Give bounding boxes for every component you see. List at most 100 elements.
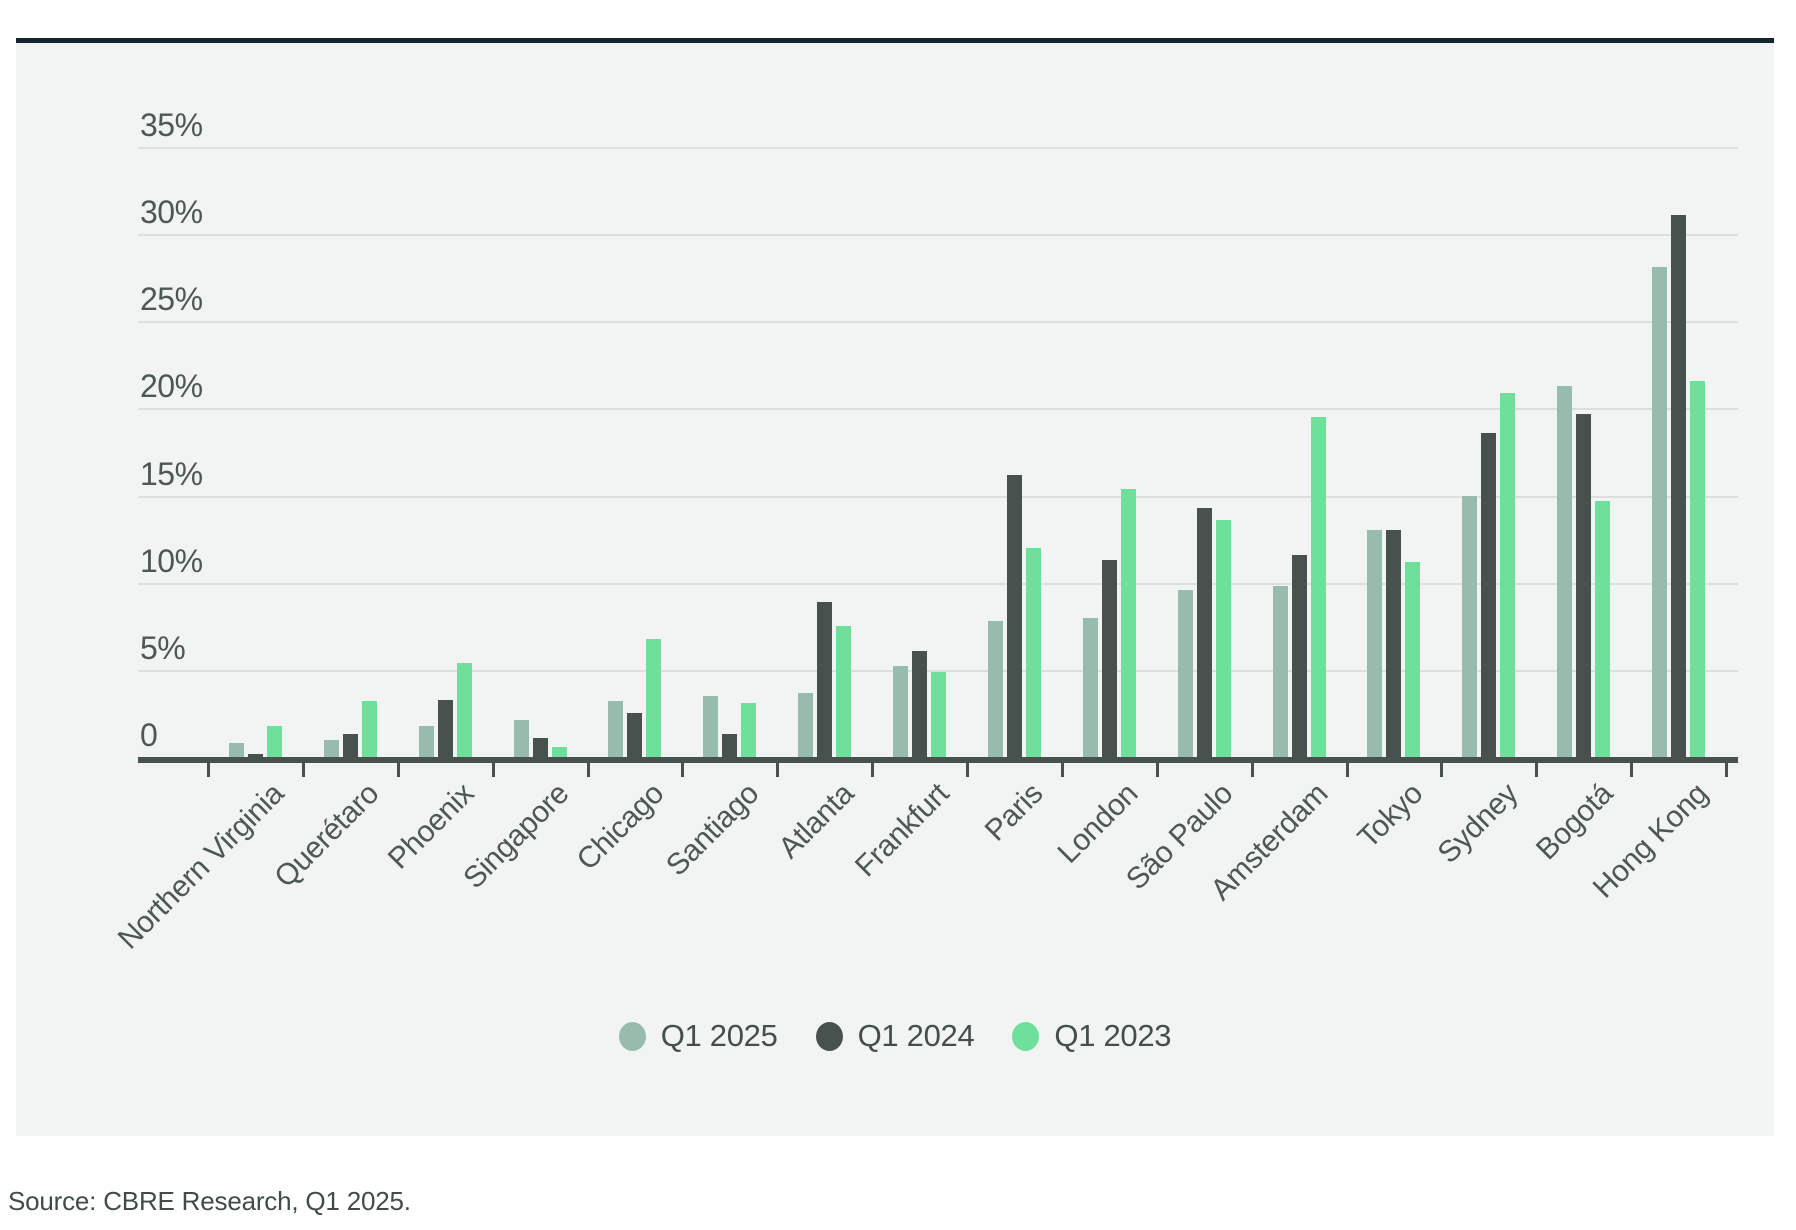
x-axis-tick (1630, 763, 1634, 777)
bar-q1-2024 (1291, 554, 1307, 757)
bar-chart-plot-area: 35% 30% 25% 20% 15% 10% 5% 0 Northern Virginia Q… (112, 107, 1738, 956)
bar-q1-2025 (703, 696, 719, 757)
x-axis-tick (1060, 763, 1064, 777)
y-axis-tick-label: 10% (140, 542, 203, 579)
bar-q1-2025 (1367, 530, 1383, 757)
bar-group-tokyo (1347, 147, 1442, 757)
bar-group-bogotá (1536, 147, 1631, 757)
x-axis-tick (681, 763, 685, 777)
bar-q1-2024 (1481, 432, 1497, 757)
bar-group-paris (967, 147, 1062, 757)
x-axis-tick (491, 763, 495, 777)
x-axis-label: Chicago (570, 777, 671, 877)
bar-q1-2023 (266, 725, 282, 757)
x-axis-label: Bogotá (1529, 777, 1620, 867)
x-axis-label: Sydney (1431, 777, 1525, 870)
x-axis-tick (1535, 763, 1539, 777)
bar-q1-2024 (1671, 214, 1687, 757)
legend: Q1 2025 Q1 2024 Q1 2023 (16, 1018, 1774, 1054)
bar-q1-2024 (1576, 413, 1592, 757)
gridline-10 (138, 582, 1738, 585)
bar-group-hong-kong (1631, 147, 1726, 757)
bar-group-amsterdam (1252, 147, 1347, 757)
y-axis-tick-label: 30% (140, 194, 203, 231)
bar-group-phoenix (398, 147, 493, 757)
bar-group-singapore (493, 147, 588, 757)
y-axis-tick-label: 25% (140, 281, 203, 318)
gridline-5 (138, 669, 1738, 672)
x-axis-line (138, 757, 1738, 763)
gridline-25 (138, 321, 1738, 324)
bar-q1-2025 (228, 743, 244, 757)
bar-q1-2024 (342, 734, 358, 757)
y-axis-tick-label: 20% (140, 368, 203, 405)
bar-q1-2023 (646, 638, 662, 757)
bar-q1-2024 (912, 650, 928, 757)
x-axis-label: Atlanta (772, 777, 861, 865)
bar-q1-2024 (1196, 507, 1212, 757)
bar-group-london (1062, 147, 1157, 757)
bar-group-santiago (682, 147, 777, 757)
bar-q1-2023 (741, 702, 757, 757)
bar-q1-2025 (798, 692, 814, 757)
legend-label: Q1 2024 (857, 1018, 975, 1053)
bar-group-frankfurt (872, 147, 967, 757)
bar-group-sydney (1441, 147, 1536, 757)
x-axis-tick (207, 763, 210, 777)
y-axis-tick-label: 15% (140, 455, 203, 492)
bar-q1-2023 (836, 626, 852, 757)
bar-q1-2025 (1272, 586, 1288, 757)
x-axis-tick (1250, 763, 1254, 777)
bar-q1-2025 (513, 720, 529, 757)
bar-group-atlanta (777, 147, 872, 757)
bar-q1-2023 (1405, 561, 1421, 757)
bar-q1-2023 (1310, 417, 1326, 757)
bar-q1-2023 (1025, 547, 1041, 757)
legend-item-q1-2024: Q1 2024 (815, 1018, 975, 1054)
bar-q1-2024 (1101, 560, 1117, 757)
x-axis-tick (871, 763, 875, 777)
bar-q1-2025 (323, 739, 339, 757)
x-axis-label: Frankfurt (848, 777, 955, 884)
bar-q1-2025 (1082, 617, 1098, 757)
x-axis-label: Querétaro (268, 777, 386, 894)
bar-q1-2023 (456, 662, 472, 757)
legend-dot-icon (618, 1021, 646, 1051)
gridline-15 (138, 495, 1738, 498)
bar-q1-2025 (418, 725, 434, 757)
bar-q1-2023 (931, 671, 947, 757)
bar-q1-2024 (722, 734, 738, 757)
x-axis-tick (1345, 763, 1349, 777)
bar-q1-2023 (1595, 500, 1611, 757)
x-axis-tick (1725, 763, 1728, 777)
legend-label: Q1 2025 (660, 1018, 778, 1053)
y-axis-tick-label: 5% (140, 629, 186, 666)
bar-q1-2023 (551, 746, 567, 757)
bar-q1-2023 (361, 701, 377, 757)
bar-q1-2023 (1500, 392, 1516, 757)
legend-dot-icon (1012, 1021, 1040, 1051)
x-axis-tick (396, 763, 400, 777)
bar-q1-2025 (1462, 495, 1478, 757)
bar-q1-2024 (532, 737, 548, 757)
bar-q1-2024 (437, 699, 453, 757)
x-axis-tick (776, 763, 780, 777)
bar-q1-2024 (627, 713, 643, 757)
bar-group-chicago (588, 147, 683, 757)
bar-q1-2024 (247, 753, 263, 757)
bar-group-querétaro (303, 147, 398, 757)
x-axis-tick (301, 763, 305, 777)
x-axis-label: Santiago (659, 777, 766, 883)
bar-q1-2023 (1120, 488, 1136, 757)
x-axis-tick (966, 763, 969, 777)
chart-card: 35% 30% 25% 20% 15% 10% 5% 0 Northern Virginia Q… (16, 43, 1774, 1136)
y-axis-tick-label: 35% (140, 107, 203, 143)
source-note: Source: CBRE Research, Q1 2025. (8, 1186, 411, 1216)
chart-top-border (16, 38, 1774, 43)
legend-dot-icon (815, 1021, 843, 1051)
bar-q1-2024 (1006, 474, 1022, 757)
x-axis-tick (586, 763, 590, 777)
bar-group-são-paulo (1157, 147, 1252, 757)
bar-q1-2023 (1690, 380, 1706, 757)
